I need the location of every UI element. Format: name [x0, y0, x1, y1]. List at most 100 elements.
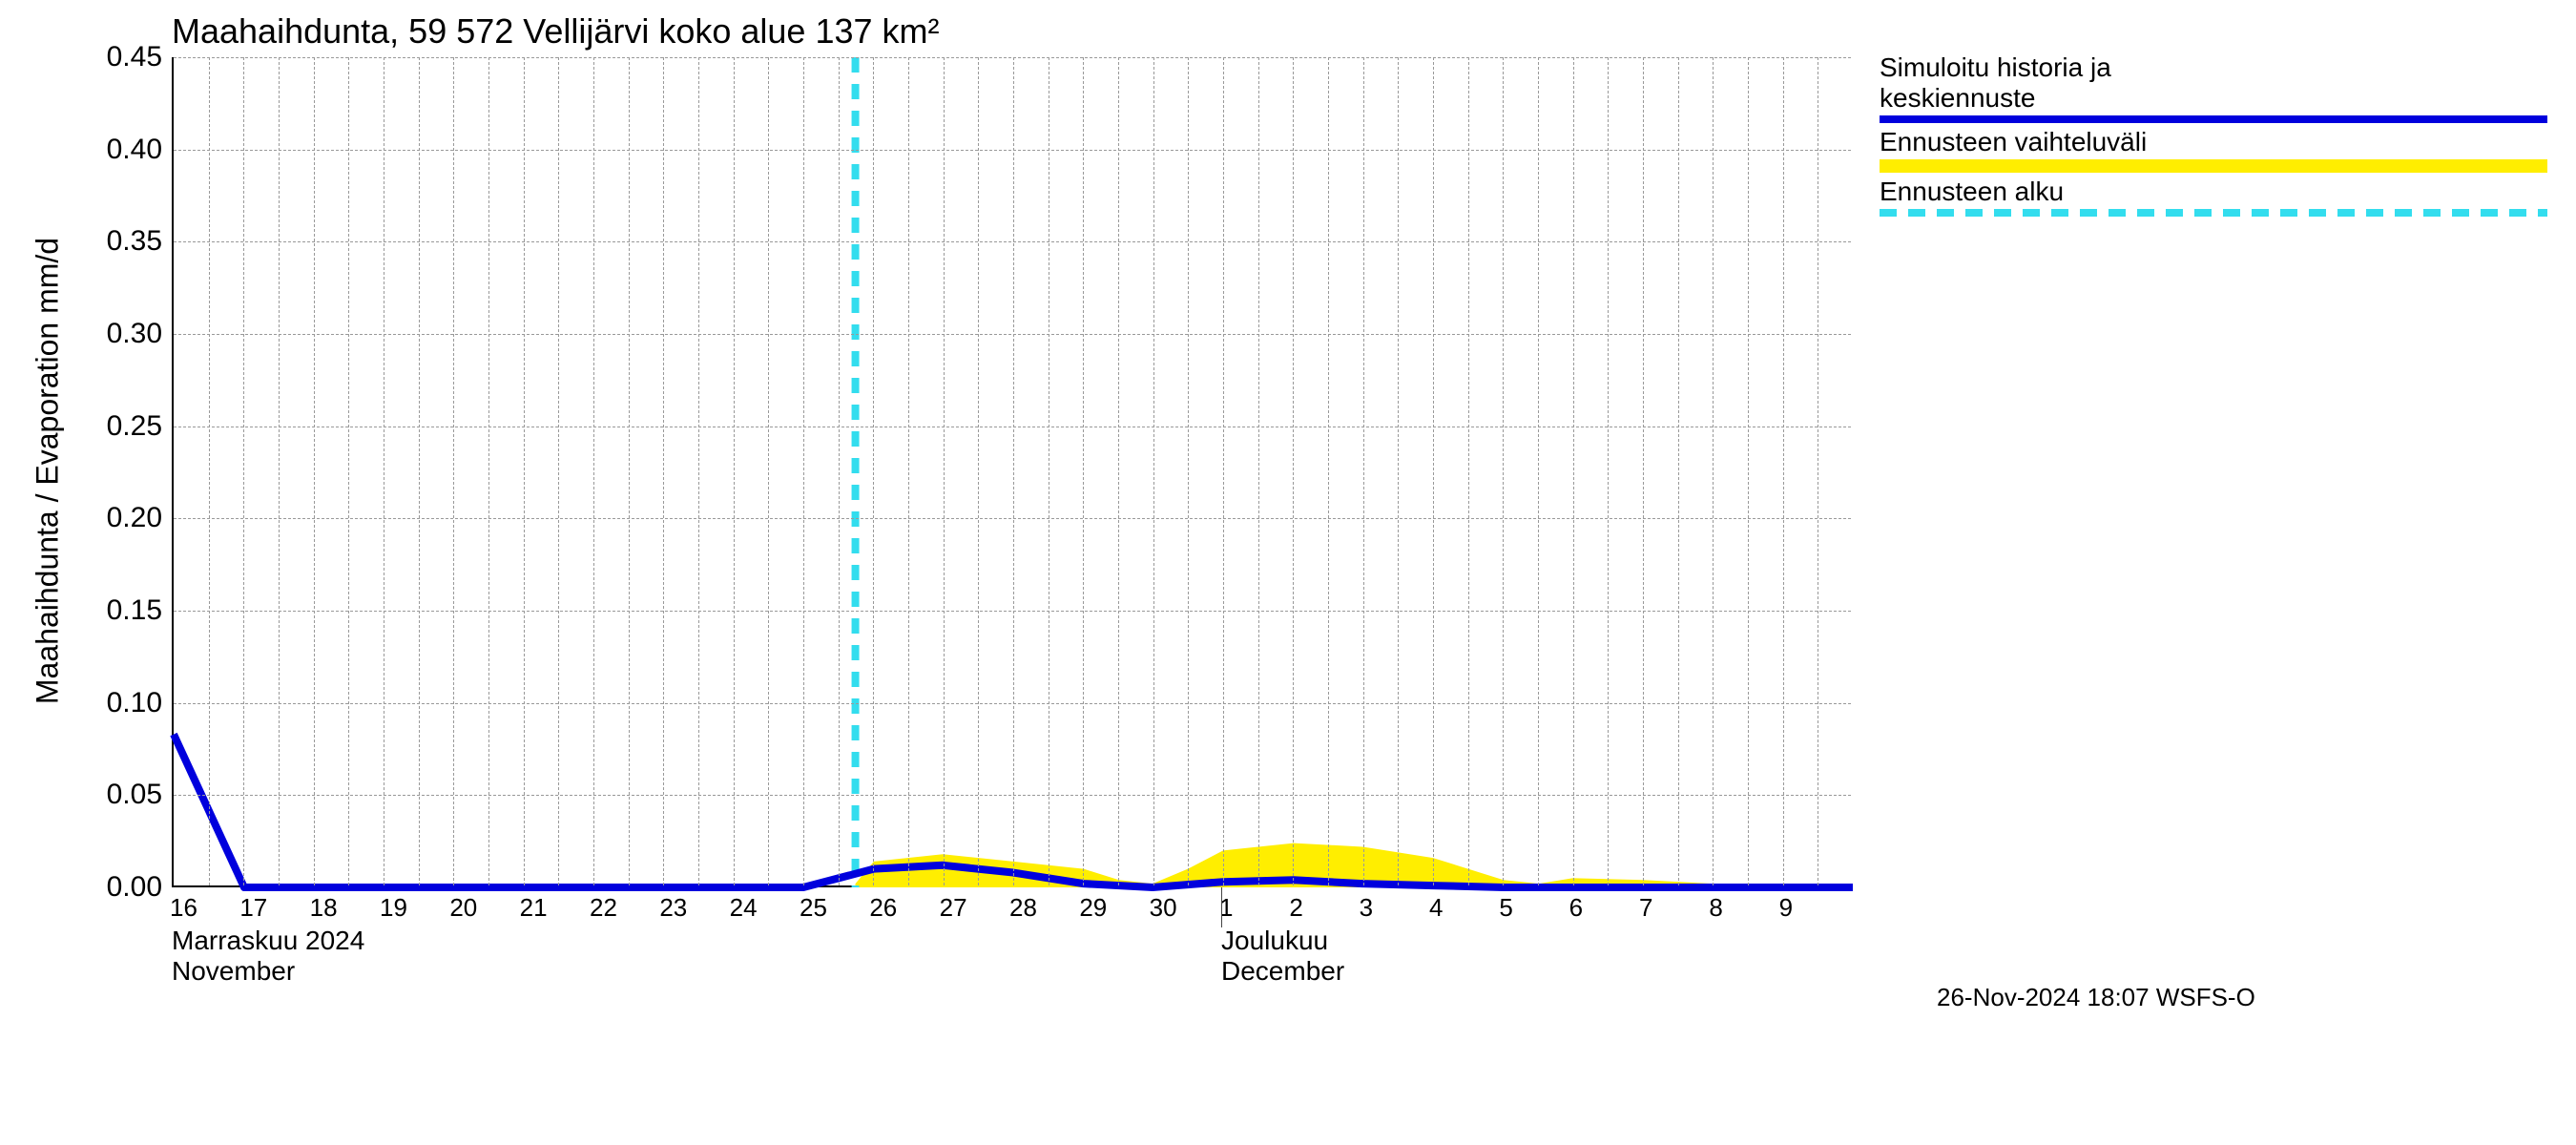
x-tick-label: 17 [239, 893, 287, 923]
grid-line-v [1538, 57, 1539, 885]
y-tick-label: 0.45 [67, 41, 162, 73]
legend-label: Simuloitu historia ja [1880, 52, 2547, 83]
grid-line-v [524, 57, 525, 885]
grid-line-v [419, 57, 420, 885]
x-tick-label: 3 [1360, 893, 1407, 923]
y-tick-label: 0.00 [67, 871, 162, 904]
grid-line-v [488, 57, 489, 885]
legend-swatch [1880, 209, 2547, 217]
grid-line-v [1433, 57, 1434, 885]
grid-line-h [174, 241, 1851, 242]
x-tick-label: 23 [659, 893, 707, 923]
legend-item: Simuloitu historia jakeskiennuste [1880, 52, 2547, 123]
x-tick-label: 7 [1639, 893, 1687, 923]
month-label: Marraskuu 2024November [172, 926, 364, 987]
x-tick-label: 9 [1779, 893, 1827, 923]
grid-line-v [1258, 57, 1259, 885]
x-tick-label: 16 [170, 893, 218, 923]
grid-line-h [174, 334, 1851, 335]
y-tick-label: 0.35 [67, 225, 162, 258]
grid-line-h [174, 518, 1851, 519]
x-tick-label: 24 [730, 893, 778, 923]
grid-line-v [1083, 57, 1084, 885]
x-tick-label: 28 [1009, 893, 1057, 923]
grid-line-v [593, 57, 594, 885]
legend-swatch [1880, 159, 2547, 173]
grid-line-v [314, 57, 315, 885]
grid-line-v [698, 57, 699, 885]
y-tick-label: 0.05 [67, 779, 162, 811]
grid-line-h [174, 703, 1851, 704]
x-tick-label: 26 [869, 893, 917, 923]
month-divider [1221, 887, 1222, 927]
grid-line-v [1678, 57, 1679, 885]
grid-line-v [873, 57, 874, 885]
legend: Simuloitu historia jakeskiennuste Ennuste… [1880, 52, 2547, 220]
legend-item: Ennusteen vaihteluväli [1880, 127, 2547, 173]
grid-line-v [839, 57, 840, 885]
x-tick-label: 4 [1429, 893, 1477, 923]
grid-line-h [174, 611, 1851, 612]
x-tick-label: 22 [590, 893, 637, 923]
legend-label: keskiennuste [1880, 83, 2547, 114]
grid-line-v [1468, 57, 1469, 885]
plot-area [172, 57, 1851, 887]
grid-line-v [944, 57, 945, 885]
chart-container: Maahaihdunta, 59 572 Vellijärvi koko alu… [0, 0, 2576, 1145]
grid-line-v [1398, 57, 1399, 885]
grid-line-v [1153, 57, 1154, 885]
grid-line-v [1363, 57, 1364, 885]
legend-label: Ennusteen alku [1880, 177, 2547, 207]
grid-line-v [629, 57, 630, 885]
x-tick-label: 18 [310, 893, 358, 923]
grid-line-v [558, 57, 559, 885]
grid-line-v [1328, 57, 1329, 885]
y-tick-label: 0.20 [67, 502, 162, 534]
grid-line-v [734, 57, 735, 885]
legend-item: Ennusteen alku [1880, 177, 2547, 217]
x-tick-label: 6 [1569, 893, 1617, 923]
grid-line-v [663, 57, 664, 885]
grid-line-v [1013, 57, 1014, 885]
legend-label: Ennusteen vaihteluväli [1880, 127, 2547, 157]
grid-line-h [174, 150, 1851, 151]
grid-line-v [978, 57, 979, 885]
y-tick-label: 0.25 [67, 410, 162, 443]
x-tick-label: 19 [380, 893, 427, 923]
x-tick-label: 2 [1289, 893, 1337, 923]
x-tick-label: 1 [1219, 893, 1267, 923]
grid-line-v [1293, 57, 1294, 885]
month-label: JoulukuuDecember [1221, 926, 1344, 987]
y-tick-label: 0.30 [67, 318, 162, 350]
grid-line-v [243, 57, 244, 885]
x-tick-label: 30 [1150, 893, 1197, 923]
grid-line-v [1748, 57, 1749, 885]
grid-line-v [1223, 57, 1224, 885]
grid-line-v [768, 57, 769, 885]
y-tick-label: 0.10 [67, 687, 162, 719]
y-tick-label: 0.15 [67, 594, 162, 627]
timestamp-label: 26-Nov-2024 18:07 WSFS-O [1937, 983, 2255, 1012]
grid-line-v [1643, 57, 1644, 885]
x-tick-label: 27 [940, 893, 987, 923]
grid-line-v [1783, 57, 1784, 885]
x-tick-label: 5 [1499, 893, 1547, 923]
grid-line-h [174, 57, 1851, 58]
y-axis-label: Maahaihdunta / Evaporation mm/d [31, 137, 66, 805]
x-tick-label: 25 [800, 893, 847, 923]
grid-line-v [453, 57, 454, 885]
grid-line-v [348, 57, 349, 885]
grid-line-v [1608, 57, 1609, 885]
legend-swatch [1880, 115, 2547, 123]
grid-line-v [908, 57, 909, 885]
grid-line-v [803, 57, 804, 885]
y-tick-label: 0.40 [67, 134, 162, 166]
grid-line-v [279, 57, 280, 885]
x-tick-label: 20 [449, 893, 497, 923]
grid-line-v [209, 57, 210, 885]
grid-line-v [1118, 57, 1119, 885]
grid-line-v [1713, 57, 1714, 885]
chart-title: Maahaihdunta, 59 572 Vellijärvi koko alu… [172, 11, 940, 52]
x-tick-label: 21 [520, 893, 568, 923]
grid-line-v [1503, 57, 1504, 885]
